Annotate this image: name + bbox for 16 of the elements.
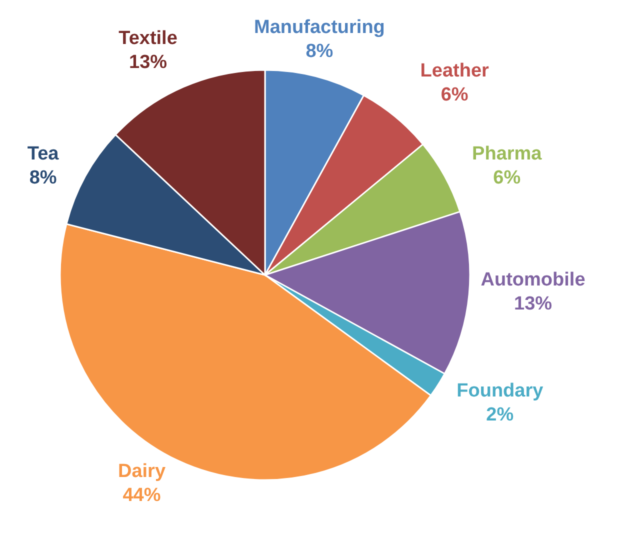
slice-label: Manufacturing	[254, 16, 385, 38]
slice-label: Textile	[118, 28, 178, 50]
slice-label: Foundary	[456, 380, 544, 402]
data-label: 6%	[493, 167, 521, 188]
data-label: 13%	[129, 52, 168, 74]
data-label: 2%	[486, 404, 514, 426]
slice-label: Dairy	[118, 461, 166, 482]
data-label: 13%	[514, 294, 552, 315]
slice-label: Pharma	[472, 143, 542, 164]
slice-label: Tea	[27, 143, 60, 164]
slice-label: Leather	[420, 60, 490, 82]
data-label: 8%	[29, 167, 57, 188]
data-label: 6%	[440, 84, 468, 106]
slice-label: Automobile	[480, 270, 586, 291]
data-label: 44%	[122, 485, 161, 506]
data-label: 8%	[306, 40, 334, 62]
